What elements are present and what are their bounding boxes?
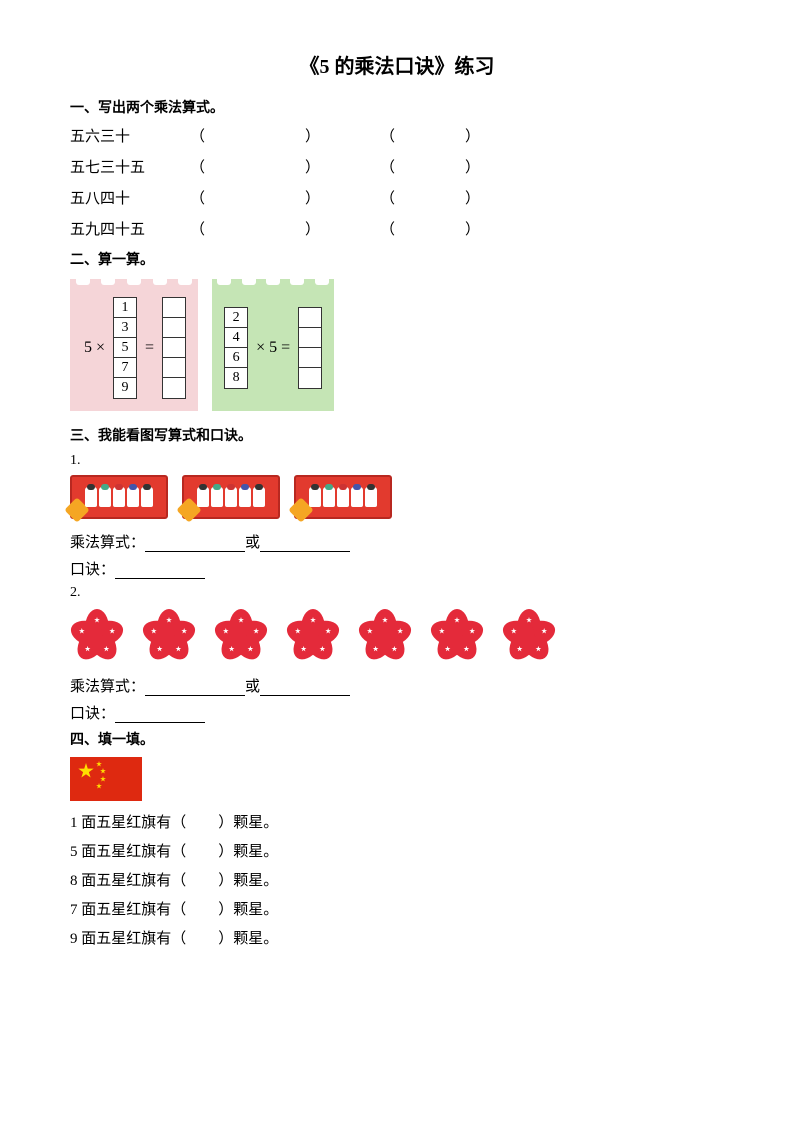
- flag-pre: 9 面五星红旗有（: [70, 931, 186, 947]
- flag-post: ）颗星。: [218, 873, 278, 889]
- toy-box: [294, 475, 392, 519]
- china-flag-icon: [70, 757, 142, 801]
- flag-pre: 8 面五星红旗有（: [70, 873, 186, 889]
- paren-open: （: [380, 125, 395, 146]
- flag-line: 5 面五星红旗有（ ）颗星。: [70, 840, 724, 861]
- calc-block-2: 2 4 6 8 × 5 =: [212, 279, 334, 411]
- cell: 5: [114, 338, 136, 358]
- section3-header: 三、我能看图写算式和口诀。: [70, 425, 724, 445]
- flag-pre: 1 面五星红旗有（: [70, 815, 186, 831]
- flag-pre: 5 面五星红旗有（: [70, 844, 186, 860]
- cell: 2: [225, 308, 247, 328]
- flag-post: ）颗星。: [218, 844, 278, 860]
- q2-num: 2.: [70, 585, 724, 601]
- paren-close: ）: [465, 125, 480, 146]
- flag-post: ）颗星。: [218, 902, 278, 918]
- section1-body: 五六三十 （ ） （ ） 五七三十五 （） （） 五八四十 （） （） 五九四十五 …: [70, 125, 724, 239]
- paren-open: （: [190, 125, 205, 146]
- result-col: [162, 297, 186, 399]
- s1-row: 五七三十五 （） （）: [70, 156, 724, 177]
- formula-label: 口诀：: [70, 706, 115, 722]
- calc-wrap: 5 × 1 3 5 7 9 = 2 4 6 8 × 5 =: [70, 279, 724, 411]
- calc-block-1: 5 × 1 3 5 7 9 =: [70, 279, 198, 411]
- input-col: 1 3 5 7 9: [113, 297, 137, 399]
- section4-header: 四、填一填。: [70, 729, 724, 749]
- s1-label: 五九四十五: [70, 218, 190, 239]
- suffix: × 5 =: [254, 339, 292, 357]
- equals: =: [143, 339, 156, 357]
- flag-pre: 7 面五星红旗有（: [70, 902, 186, 918]
- cell: 8: [225, 368, 247, 388]
- or-text: 或: [245, 679, 260, 695]
- input-col: 2 4 6 8: [224, 307, 248, 389]
- s1-row: 五九四十五 （） （）: [70, 218, 724, 239]
- toy-box: [182, 475, 280, 519]
- flag-line: 7 面五星红旗有（ ）颗星。: [70, 898, 724, 919]
- flower-icon: [70, 609, 124, 663]
- boxes-row: [70, 475, 724, 519]
- expr-label: 乘法算式：: [70, 679, 145, 695]
- cell: 6: [225, 348, 247, 368]
- s1-row: 五六三十 （ ） （ ）: [70, 125, 724, 146]
- flowers-row: [70, 609, 724, 663]
- paren-close: ）: [305, 125, 320, 146]
- flag-lines: 1 面五星红旗有（）颗星。5 面五星红旗有（）颗星。8 面五星红旗有（）颗星。7…: [70, 811, 724, 948]
- prefix: 5 ×: [82, 339, 107, 357]
- flower-icon: [214, 609, 268, 663]
- cell: 4: [225, 328, 247, 348]
- section1-header: 一、写出两个乘法算式。: [70, 97, 724, 117]
- flower-icon: [358, 609, 412, 663]
- s1-row: 五八四十 （） （）: [70, 187, 724, 208]
- flag-post: ）颗星。: [218, 931, 278, 947]
- expr-line: 乘法算式： 或: [70, 531, 724, 552]
- flag-line: 8 面五星红旗有（ ）颗星。: [70, 869, 724, 890]
- flower-icon: [430, 609, 484, 663]
- or-text: 或: [245, 535, 260, 551]
- flag-line: 1 面五星红旗有（ ）颗星。: [70, 811, 724, 832]
- flower-icon: [502, 609, 556, 663]
- flower-icon: [286, 609, 340, 663]
- section2-header: 二、算一算。: [70, 249, 724, 269]
- flower-icon: [142, 609, 196, 663]
- s1-label: 五六三十: [70, 125, 190, 146]
- toy-box: [70, 475, 168, 519]
- cell: 7: [114, 358, 136, 378]
- cell: 9: [114, 378, 136, 398]
- cell: 3: [114, 318, 136, 338]
- page-title: 《5 的乘法口诀》练习: [70, 50, 724, 79]
- s1-label: 五七三十五: [70, 156, 190, 177]
- flag-line: 9 面五星红旗有（ ）颗星。: [70, 927, 724, 948]
- cell: 1: [114, 298, 136, 318]
- q1-num: 1.: [70, 453, 724, 469]
- s1-label: 五八四十: [70, 187, 190, 208]
- flag-post: ）颗星。: [218, 815, 278, 831]
- expr-label: 乘法算式：: [70, 535, 145, 551]
- formula-label: 口诀：: [70, 562, 115, 578]
- formula-line: 口诀：: [70, 702, 724, 723]
- result-col: [298, 307, 322, 389]
- formula-line: 口诀：: [70, 558, 724, 579]
- expr-line: 乘法算式： 或: [70, 675, 724, 696]
